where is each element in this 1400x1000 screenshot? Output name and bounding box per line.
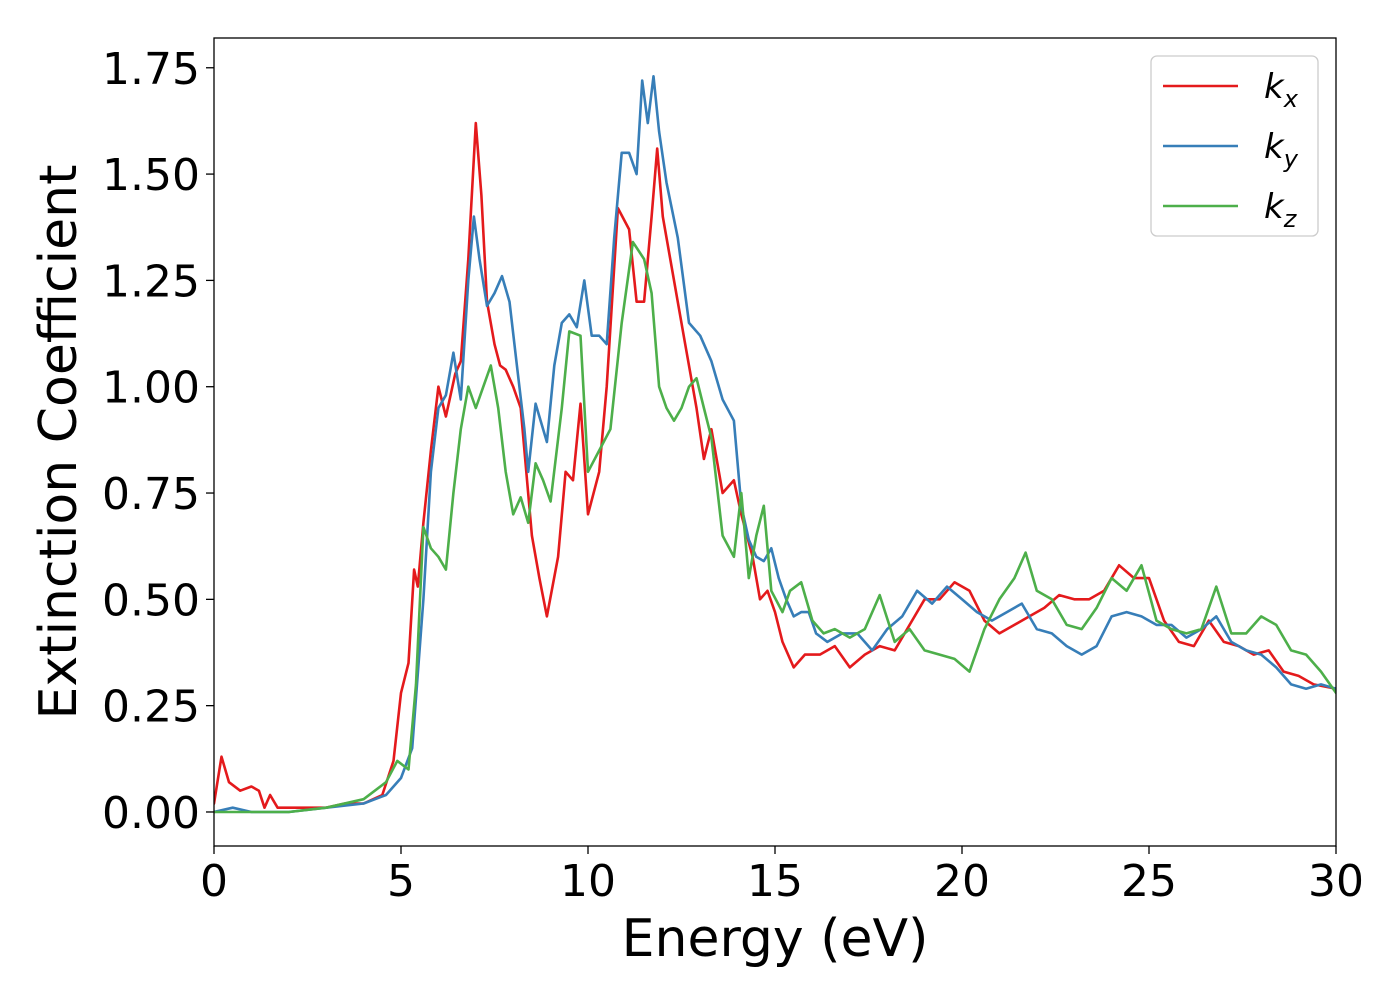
y-tick-label: 0.25	[102, 682, 200, 733]
y-axis: 0.00 0.25 0.50 0.75 1.00 1.25 1.50 1.75	[102, 44, 214, 839]
series-line-x	[214, 121, 1336, 809]
legend: kx ky kz	[1150, 55, 1319, 237]
y-tick-label: 0.00	[102, 788, 200, 839]
y-tick-label: 1.25	[102, 256, 200, 307]
x-tick-label: 20	[934, 856, 990, 907]
series-line-z	[214, 240, 1336, 814]
plot-lines	[214, 75, 1336, 814]
legend-label-z: kz	[1264, 187, 1298, 233]
y-tick-label: 1.75	[102, 44, 200, 95]
legend-label-x: kx	[1264, 67, 1299, 113]
y-tick-label: 0.50	[102, 575, 200, 626]
y-tick-label: 1.00	[102, 363, 200, 414]
x-axis: 0 5 10 15 20 25 30	[200, 846, 1364, 907]
y-axis-label: Extinction Coefficient	[29, 165, 89, 720]
x-tick-label: 25	[1121, 856, 1177, 907]
y-tick-label: 0.75	[102, 469, 200, 520]
y-tick-label: 1.50	[102, 150, 200, 201]
x-tick-label: 15	[747, 856, 803, 907]
x-tick-label: 0	[200, 856, 228, 907]
x-axis-label: Energy (eV)	[622, 909, 929, 969]
x-tick-label: 30	[1308, 856, 1364, 907]
x-tick-label: 5	[387, 856, 415, 907]
legend-label-y: ky	[1264, 127, 1299, 173]
x-tick-label: 10	[560, 856, 616, 907]
series-line-y	[214, 75, 1336, 814]
